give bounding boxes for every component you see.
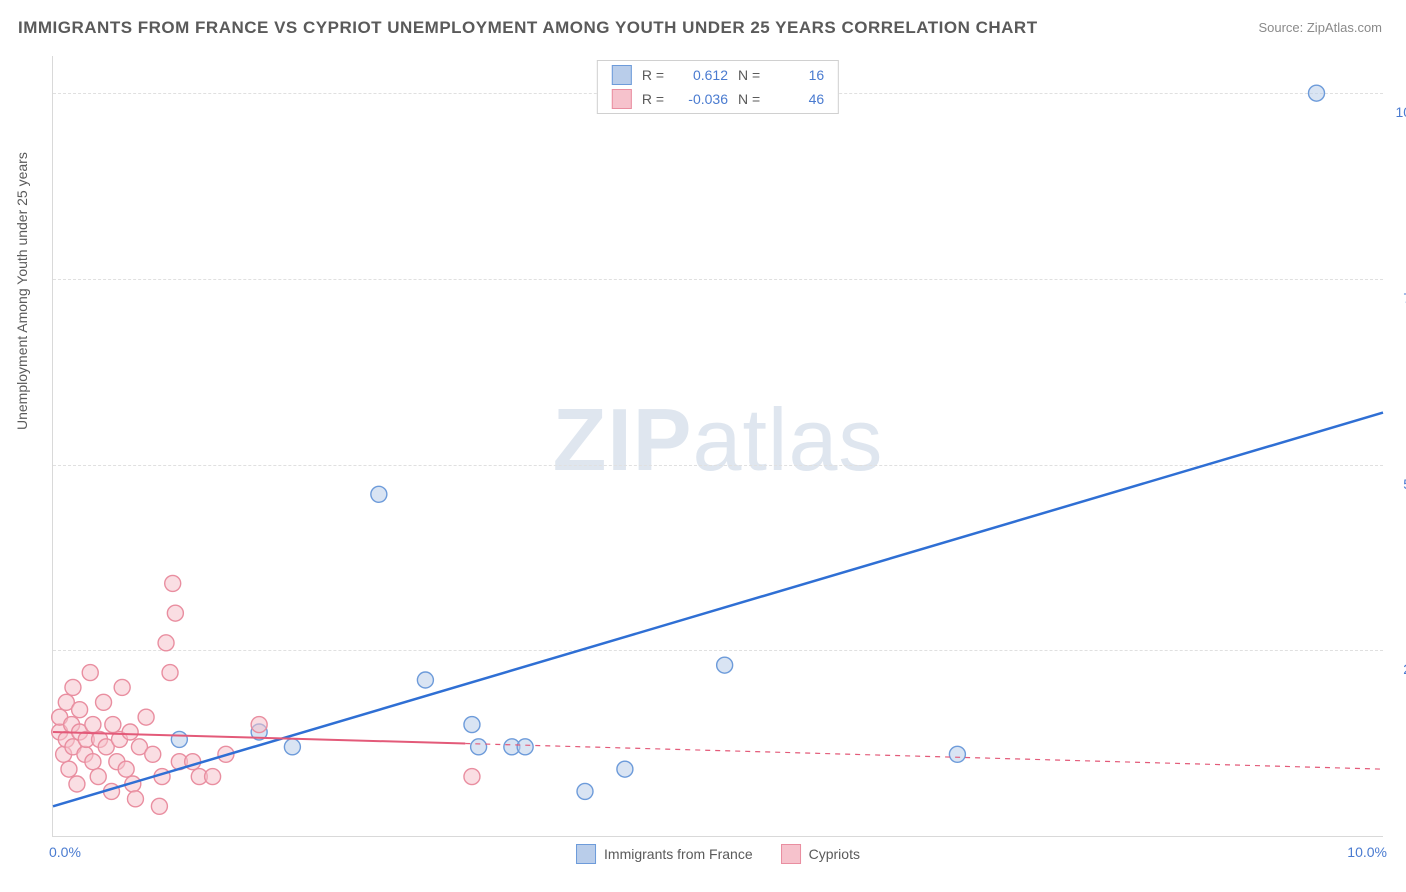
scatter-point bbox=[145, 746, 161, 762]
scatter-point bbox=[617, 761, 633, 777]
scatter-point bbox=[205, 769, 221, 785]
legend-bottom-swatch-2 bbox=[781, 844, 801, 864]
scatter-point bbox=[158, 635, 174, 651]
scatter-point bbox=[151, 798, 167, 814]
scatter-point bbox=[949, 746, 965, 762]
legend-r-value-1: 0.612 bbox=[674, 67, 728, 83]
legend-correlation: R = 0.612 N = 16 R = -0.036 N = 46 bbox=[597, 60, 839, 114]
legend-n-label: N = bbox=[738, 67, 760, 83]
legend-n-value-2: 46 bbox=[770, 91, 824, 107]
scatter-point bbox=[284, 739, 300, 755]
scatter-point bbox=[72, 702, 88, 718]
scatter-point bbox=[464, 717, 480, 733]
legend-r-value-2: -0.036 bbox=[674, 91, 728, 107]
legend-bottom-swatch-1 bbox=[576, 844, 596, 864]
legend-item-series2: Cypriots bbox=[781, 844, 860, 864]
scatter-point bbox=[1309, 85, 1325, 101]
legend-n-value-1: 16 bbox=[770, 67, 824, 83]
x-tick-0: 0.0% bbox=[49, 844, 81, 860]
scatter-point bbox=[162, 665, 178, 681]
y-tick-label: 75.0% bbox=[1393, 290, 1406, 306]
x-tick-1: 10.0% bbox=[1347, 844, 1387, 860]
y-axis-label: Unemployment Among Youth under 25 years bbox=[14, 152, 30, 430]
scatter-point bbox=[371, 486, 387, 502]
legend-swatch-series2 bbox=[612, 89, 632, 109]
legend-n-label-2: N = bbox=[738, 91, 760, 107]
legend-swatch-series1 bbox=[612, 65, 632, 85]
legend-row-series2: R = -0.036 N = 46 bbox=[598, 87, 838, 111]
scatter-point bbox=[717, 657, 733, 673]
legend-bottom-label-1: Immigrants from France bbox=[604, 846, 753, 862]
legend-row-series1: R = 0.612 N = 16 bbox=[598, 63, 838, 87]
scatter-point bbox=[122, 724, 138, 740]
legend-bottom-label-2: Cypriots bbox=[809, 846, 860, 862]
regression-line-dashed bbox=[465, 744, 1383, 770]
y-tick-label: 100.0% bbox=[1393, 104, 1406, 120]
scatter-point bbox=[61, 761, 77, 777]
scatter-point bbox=[171, 731, 187, 747]
scatter-point bbox=[82, 665, 98, 681]
scatter-point bbox=[85, 754, 101, 770]
scatter-point bbox=[471, 739, 487, 755]
scatter-point bbox=[118, 761, 134, 777]
regression-line bbox=[53, 413, 1383, 807]
scatter-point bbox=[96, 694, 112, 710]
legend-r-label-2: R = bbox=[642, 91, 664, 107]
scatter-point bbox=[90, 769, 106, 785]
plot-area: ZIPatlas 25.0%50.0%75.0%100.0% R = 0.612… bbox=[52, 56, 1383, 837]
scatter-point bbox=[464, 769, 480, 785]
chart-title: IMMIGRANTS FROM FRANCE VS CYPRIOT UNEMPL… bbox=[18, 18, 1038, 38]
legend-item-series1: Immigrants from France bbox=[576, 844, 753, 864]
scatter-point bbox=[85, 717, 101, 733]
scatter-point bbox=[138, 709, 154, 725]
chart-svg bbox=[53, 56, 1383, 836]
scatter-point bbox=[69, 776, 85, 792]
scatter-point bbox=[517, 739, 533, 755]
scatter-point bbox=[114, 679, 130, 695]
scatter-point bbox=[65, 679, 81, 695]
scatter-point bbox=[251, 717, 267, 733]
y-tick-label: 25.0% bbox=[1393, 661, 1406, 677]
scatter-point bbox=[577, 783, 593, 799]
legend-r-label: R = bbox=[642, 67, 664, 83]
scatter-point bbox=[167, 605, 183, 621]
legend-series: Immigrants from France Cypriots bbox=[576, 844, 860, 864]
scatter-point bbox=[165, 575, 181, 591]
scatter-point bbox=[105, 717, 121, 733]
source-label: Source: ZipAtlas.com bbox=[1258, 20, 1382, 35]
scatter-point bbox=[417, 672, 433, 688]
scatter-point bbox=[127, 791, 143, 807]
y-tick-label: 50.0% bbox=[1393, 476, 1406, 492]
